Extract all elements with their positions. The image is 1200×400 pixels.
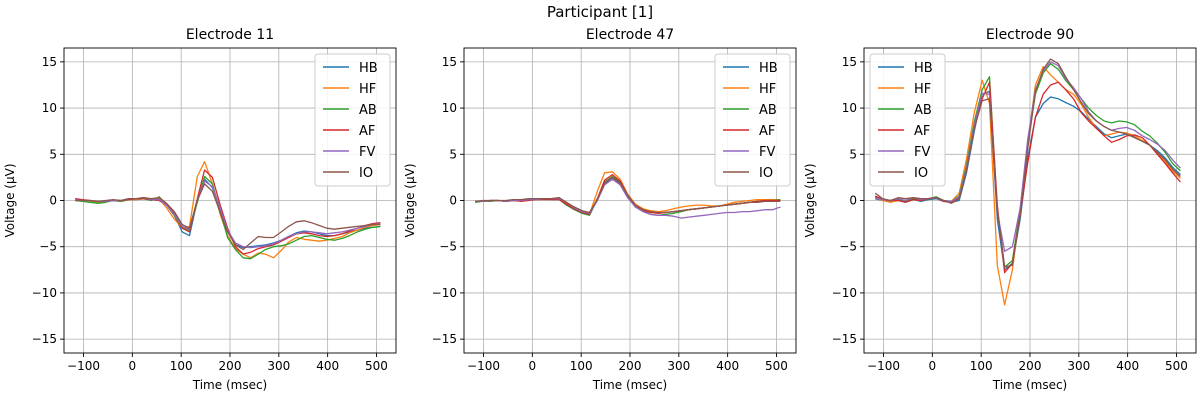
y-tick-label: 5 [849,147,857,161]
y-tick-label: 15 [842,55,857,69]
x-tick-label: −100 [67,359,100,373]
y-tick-label: −15 [32,332,57,346]
x-tick-label: 400 [716,359,739,373]
x-axis-label: Time (msec) [992,378,1067,392]
legend-label-af: AF [914,124,930,139]
legend-label-fv: FV [914,145,930,160]
legend-label-hf: HF [359,82,376,97]
legend-box [869,53,946,187]
x-tick-label: 200 [1019,359,1042,373]
legend-label-ab: AB [759,103,777,118]
y-tick-label: 5 [449,147,457,161]
y-tick-label: 0 [49,194,57,208]
x-tick-label: 400 [1116,359,1139,373]
legend-label-io: IO [759,166,773,181]
y-tick-label: −10 [432,286,457,300]
y-axis-label: Voltage (µV) [3,163,17,237]
x-tick-label: 200 [619,359,642,373]
y-tick-label: 15 [42,55,57,69]
x-tick-label: 100 [570,359,593,373]
y-tick-label: 5 [49,147,57,161]
figure-suptitle: Participant [1] [547,3,653,21]
chart-panel-3: −100 0 100 200 300 400 500 −15 −10 −5 0 5 10 15 Electr… [803,27,1197,392]
x-tick-label: 300 [267,359,290,373]
x-tick-label: −100 [867,359,900,373]
series-line-io [475,176,781,214]
x-tick-label: 200 [219,359,242,373]
y-tick-label: 10 [842,101,857,115]
x-tick-label: 0 [129,359,137,373]
x-tick-label: 400 [316,359,339,373]
legend: HB HF AB AF FV IO [869,53,946,187]
series-group [874,58,1181,306]
legend-box [314,53,391,187]
x-tick-label: 300 [667,359,690,373]
y-tick-label: −10 [32,286,57,300]
series-group [75,161,381,260]
legend-box [714,53,791,187]
x-axis-label: Time (msec) [592,378,667,392]
legend-label-io: IO [359,166,373,181]
legend: HB HF AB AF FV IO [714,53,791,187]
y-tick-label: −5 [39,240,57,254]
legend-label-fv: FV [759,145,775,160]
series-group [475,171,781,219]
y-tick-label: −15 [432,332,457,346]
chart-panel-2: −100 0 100 200 300 400 500 −15 −10 −5 0 5 10 15 Electr… [403,27,797,392]
legend-label-af: AF [359,124,375,139]
y-tick-label: −5 [839,240,857,254]
x-tick-label: 100 [970,359,993,373]
y-tick-label: 0 [849,194,857,208]
x-axis-label: Time (msec) [192,378,267,392]
x-tick-label: 500 [1165,359,1188,373]
legend-label-hf: HF [759,82,776,97]
x-tick-label: 500 [365,359,388,373]
legend-label-hf: HF [914,82,931,97]
chart-title: Electrode 47 [586,27,674,43]
y-tick-label: 10 [42,101,57,115]
y-tick-label: −15 [832,332,857,346]
x-tick-label: 0 [529,359,537,373]
x-tick-label: 0 [929,359,937,373]
legend-label-hb: HB [914,61,933,76]
series-line-io [75,183,381,251]
y-axis-label: Voltage (µV) [403,163,417,237]
chart-panel-1: −100 0 100 200 300 400 500 −15 −10 −5 0 5 10 15 Electr… [3,27,397,392]
chart-title: Electrode 90 [986,27,1074,43]
legend-label-ab: AB [359,103,377,118]
x-tick-label: 500 [765,359,788,373]
panels: −100 0 100 200 300 400 500−15−10−5051015Electr… [3,27,1197,392]
legend-label-hb: HB [759,61,778,76]
y-tick-label: −10 [832,286,857,300]
legend: HB HF AB AF FV IO [314,53,391,187]
y-tick-label: −5 [439,240,457,254]
legend-label-hb: HB [359,61,378,76]
legend-label-io: IO [914,166,928,181]
y-tick-label: 15 [442,55,457,69]
y-axis-label: Voltage (µV) [803,163,817,237]
legend-label-af: AF [759,124,775,139]
x-tick-label: −100 [467,359,500,373]
x-tick-label: 100 [170,359,193,373]
y-tick-label: 10 [442,101,457,115]
legend-label-fv: FV [359,145,375,160]
chart-title: Electrode 11 [186,27,274,43]
y-tick-label: 0 [449,194,457,208]
series-line-io [874,58,1181,268]
series-line-fv [475,178,781,219]
legend-label-ab: AB [914,103,932,118]
x-tick-label: 300 [1067,359,1090,373]
